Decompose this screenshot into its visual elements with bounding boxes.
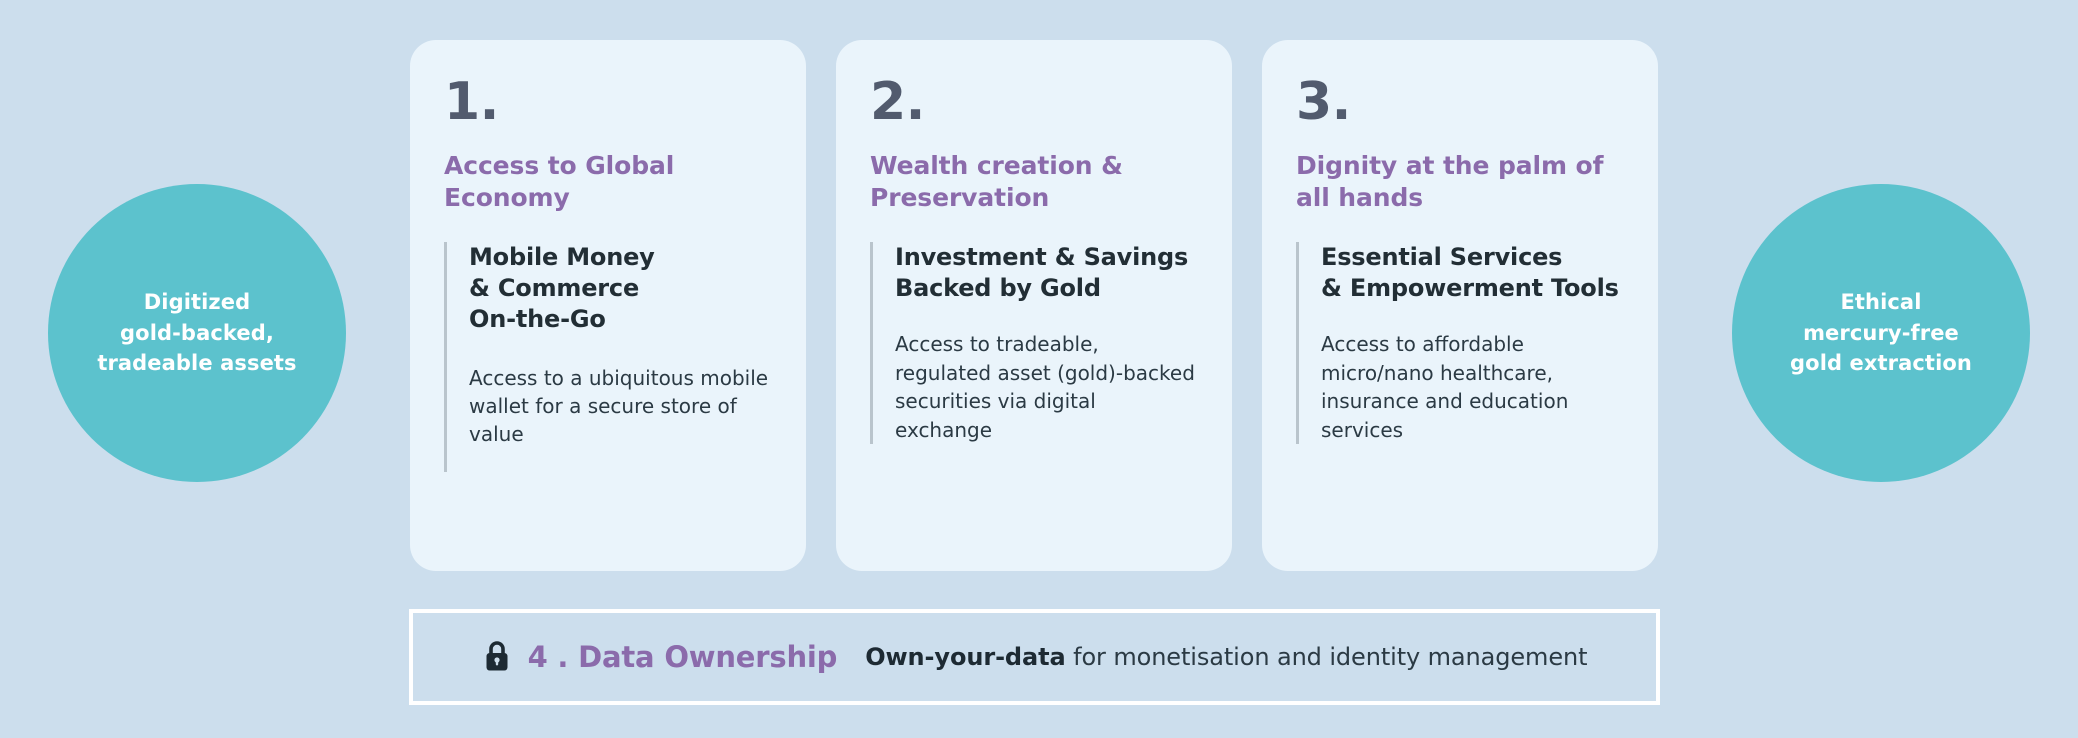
- card-heading: Dignity at the palm of all hands: [1296, 151, 1604, 212]
- card-description: Access to a ubiquitous mobile wallet for…: [469, 365, 769, 447]
- data-ownership-banner[interactable]: 4 . Data Ownership Own-your-data for mon…: [409, 609, 1660, 705]
- card-number: 2.: [870, 72, 925, 132]
- right-value-circle: Ethical mercury-free gold extraction: [1732, 184, 2030, 482]
- card-number: 3.: [1296, 72, 1351, 132]
- card-subtitle: Investment & Savings Backed by Gold: [895, 243, 1189, 303]
- card-description: Access to tradeable, regulated asset (go…: [895, 332, 1195, 442]
- left-circle-text: Digitized gold-backed, tradeable assets: [97, 290, 297, 376]
- card-body: Mobile Money & Commerce On-the-Go Access…: [444, 242, 772, 472]
- card-body: Essential Services & Empowerment Tools A…: [1296, 242, 1624, 444]
- card-description: Access to affordable micro/nano healthca…: [1321, 332, 1569, 442]
- card-heading: Wealth creation & Preservation: [870, 151, 1123, 212]
- banner-text-bold: Own-your-data: [865, 643, 1066, 671]
- banner-text-rest: for monetisation and identity management: [1065, 643, 1588, 671]
- card-body: Investment & Savings Backed by Gold Acce…: [870, 242, 1198, 444]
- pillar-card-1[interactable]: 1. Access to Global Economy Mobile Money…: [410, 40, 806, 571]
- left-value-circle: Digitized gold-backed, tradeable assets: [48, 184, 346, 482]
- lock-icon: [482, 640, 512, 674]
- card-number: 1.: [444, 72, 499, 132]
- right-circle-text: Ethical mercury-free gold extraction: [1790, 290, 1972, 376]
- pillar-card-2[interactable]: 2. Wealth creation & Preservation Invest…: [836, 40, 1232, 571]
- pillar-card-3[interactable]: 3. Dignity at the palm of all hands Esse…: [1262, 40, 1658, 571]
- card-heading: Access to Global Economy: [444, 151, 675, 212]
- card-subtitle: Mobile Money & Commerce On-the-Go: [469, 243, 655, 334]
- card-subtitle: Essential Services & Empowerment Tools: [1321, 243, 1619, 303]
- pillar-cards: 1. Access to Global Economy Mobile Money…: [410, 40, 1658, 571]
- banner-text: Own-your-data for monetisation and ident…: [865, 643, 1587, 671]
- banner-label: 4 . Data Ownership: [527, 640, 838, 674]
